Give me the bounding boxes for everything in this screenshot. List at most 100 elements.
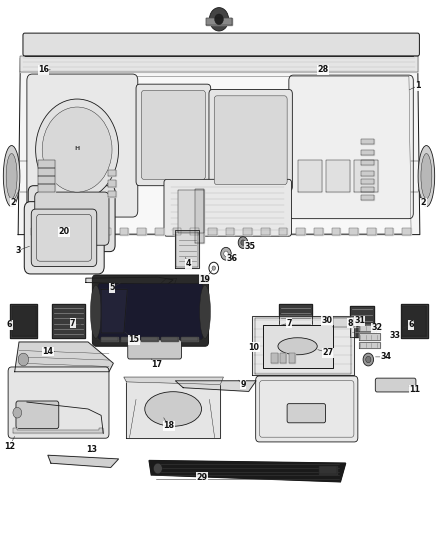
Text: 17: 17 [152,360,162,369]
Circle shape [366,357,371,363]
Polygon shape [350,306,374,337]
FancyBboxPatch shape [92,275,208,346]
Polygon shape [18,58,420,235]
Polygon shape [226,228,234,235]
Polygon shape [361,187,374,192]
Polygon shape [173,228,181,235]
Text: 5: 5 [109,283,115,292]
Circle shape [224,251,228,256]
Polygon shape [67,228,75,235]
FancyBboxPatch shape [16,401,59,429]
Text: 10: 10 [248,343,259,352]
Circle shape [13,407,21,418]
Polygon shape [289,353,295,364]
Polygon shape [261,228,270,235]
FancyBboxPatch shape [27,74,138,217]
Polygon shape [120,228,128,235]
FancyBboxPatch shape [24,201,104,274]
Circle shape [241,240,245,245]
Text: 13: 13 [86,446,97,455]
Polygon shape [14,342,113,372]
FancyBboxPatch shape [35,192,109,245]
Polygon shape [149,461,346,482]
Polygon shape [263,325,332,368]
Text: 7: 7 [70,319,75,328]
Polygon shape [297,228,305,235]
Polygon shape [195,189,204,243]
Polygon shape [367,228,376,235]
Polygon shape [208,228,217,235]
FancyBboxPatch shape [31,209,97,266]
Polygon shape [108,191,116,197]
Polygon shape [121,337,138,341]
Polygon shape [361,139,374,144]
Polygon shape [361,160,374,165]
Polygon shape [350,228,358,235]
Text: 28: 28 [317,66,328,74]
Polygon shape [38,184,55,192]
Text: 11: 11 [409,385,420,394]
Text: 18: 18 [163,422,174,431]
Ellipse shape [418,146,434,207]
Polygon shape [11,304,37,338]
Polygon shape [403,228,411,235]
Polygon shape [13,428,103,433]
Ellipse shape [90,285,101,338]
Polygon shape [181,337,198,341]
Polygon shape [361,150,374,155]
Polygon shape [127,380,220,438]
Polygon shape [175,381,256,391]
Text: 3: 3 [15,246,21,255]
Circle shape [35,99,119,200]
Polygon shape [279,228,287,235]
FancyBboxPatch shape [28,185,115,252]
Text: 9: 9 [240,380,246,389]
Polygon shape [403,306,426,336]
Text: 7: 7 [286,319,292,328]
Polygon shape [101,337,118,341]
Text: 6: 6 [7,320,12,329]
Polygon shape [359,342,380,349]
Text: 8: 8 [347,319,353,328]
Polygon shape [141,337,158,341]
Polygon shape [359,325,380,332]
Text: 27: 27 [323,348,334,357]
FancyBboxPatch shape [128,340,181,359]
Ellipse shape [200,285,211,338]
Polygon shape [177,190,204,233]
Polygon shape [359,334,380,340]
Polygon shape [326,160,350,192]
Text: 36: 36 [226,254,237,263]
FancyBboxPatch shape [98,284,203,340]
Polygon shape [108,180,116,187]
FancyBboxPatch shape [141,91,205,179]
Circle shape [18,353,28,366]
Ellipse shape [421,154,432,199]
Circle shape [221,247,231,260]
Polygon shape [86,277,173,285]
Polygon shape [361,195,374,200]
FancyBboxPatch shape [375,378,416,392]
FancyBboxPatch shape [164,179,291,236]
Ellipse shape [6,154,17,199]
Polygon shape [12,306,35,336]
Polygon shape [38,160,55,168]
FancyBboxPatch shape [287,403,325,423]
Polygon shape [401,304,427,338]
Circle shape [42,107,112,192]
Polygon shape [161,337,178,341]
Polygon shape [333,317,355,327]
Text: 33: 33 [389,331,400,340]
Text: 16: 16 [38,66,49,74]
Text: 34: 34 [380,352,391,361]
Text: 14: 14 [42,347,53,356]
Circle shape [153,463,162,474]
Circle shape [238,237,248,248]
Polygon shape [155,228,164,235]
Text: 35: 35 [244,242,255,251]
Text: 2: 2 [10,198,16,207]
Polygon shape [158,278,177,288]
Polygon shape [175,230,199,268]
Text: 2: 2 [420,198,426,207]
Text: 4: 4 [186,260,191,268]
